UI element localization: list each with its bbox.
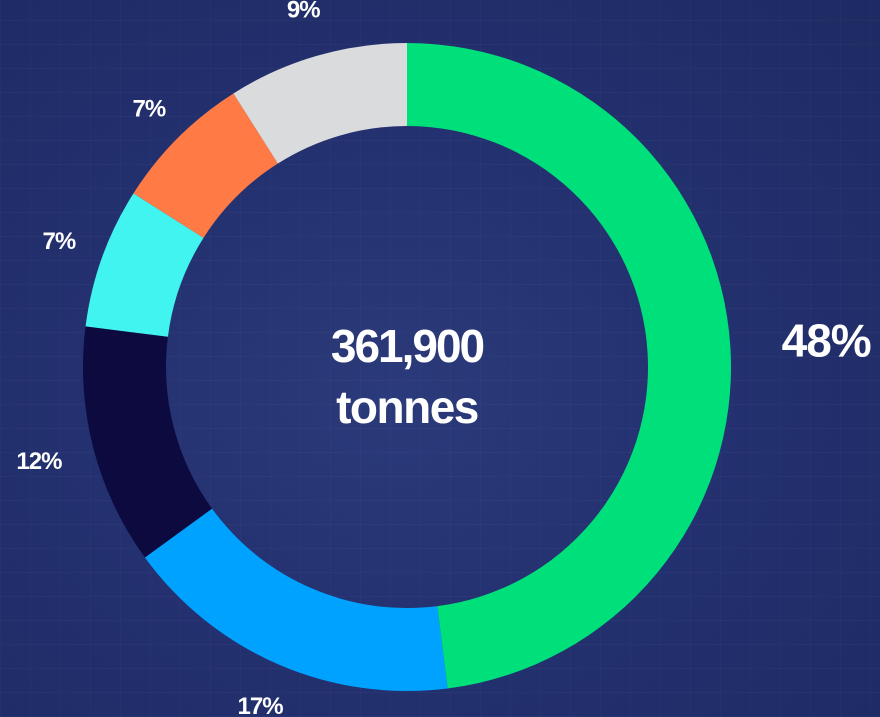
slice-percent-label: 48% — [782, 315, 871, 367]
slice-labels: 48% 17% 12% 7% 7% 9% — [16, 0, 871, 717]
slice-percent-label: 9% — [287, 0, 320, 23]
donut-slices — [83, 42, 732, 691]
slice-percent-label: 7% — [43, 228, 76, 255]
donut-slice — [83, 326, 213, 558]
donut-slice — [407, 42, 732, 689]
slice-percent-label: 12% — [16, 448, 62, 475]
donut-slice — [85, 193, 204, 337]
donut-slice — [233, 43, 407, 164]
donut-slice — [133, 93, 278, 238]
center-total-value: 361,900 — [331, 320, 484, 372]
donut-slice — [144, 508, 448, 691]
center-total-unit: tonnes — [336, 381, 478, 433]
slice-percent-label: 17% — [238, 693, 284, 717]
slice-percent-label: 7% — [133, 95, 166, 122]
